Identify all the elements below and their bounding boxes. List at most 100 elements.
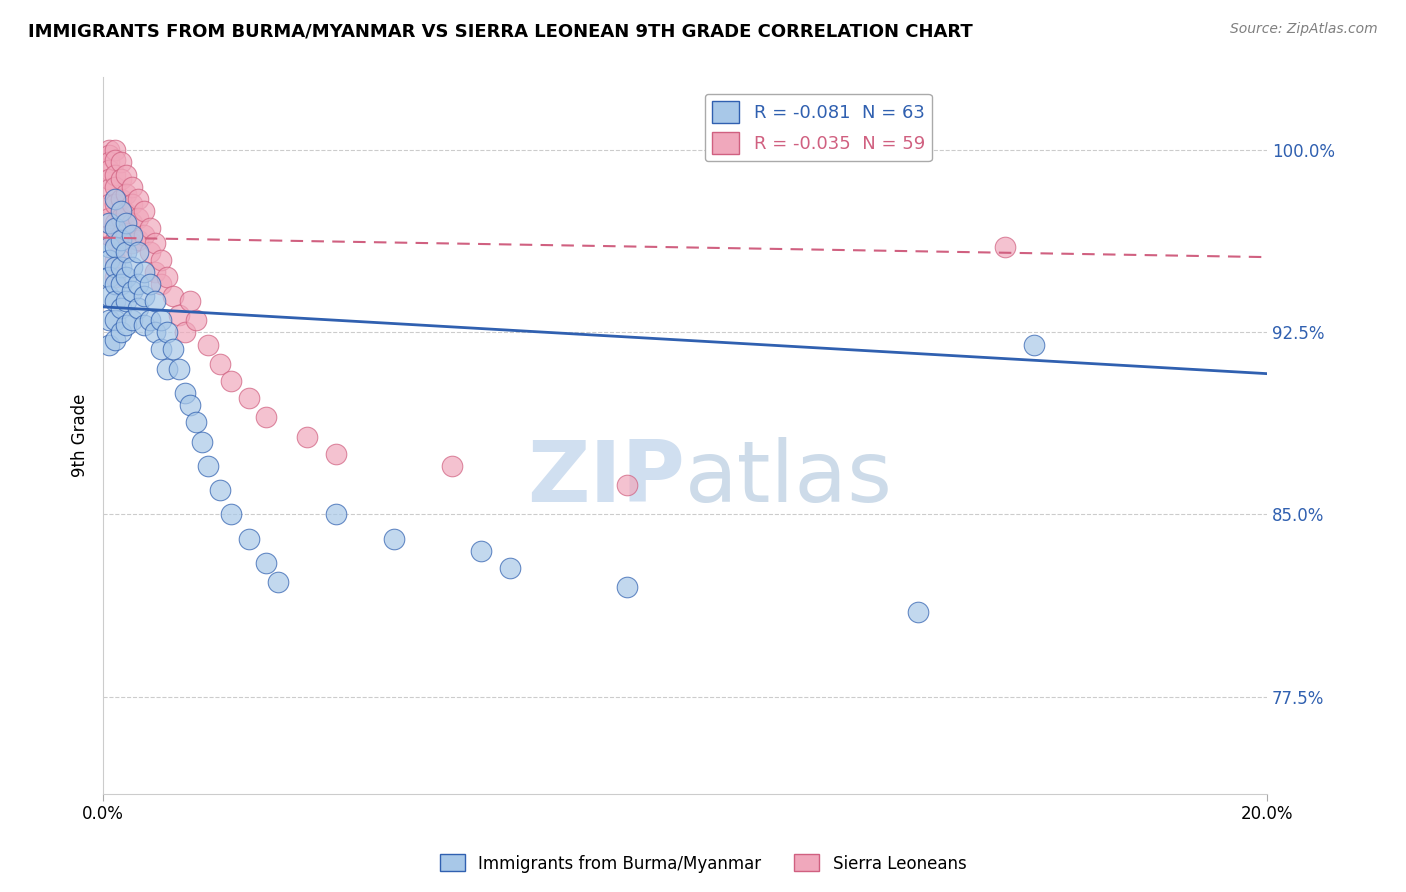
Point — [97, 172, 120, 186]
Point — [145, 235, 167, 250]
Point — [156, 269, 179, 284]
Point — [127, 192, 149, 206]
Point — [97, 337, 120, 351]
Point — [97, 162, 120, 177]
Point — [441, 458, 464, 473]
Point — [179, 398, 201, 412]
Point — [115, 186, 138, 201]
Point — [97, 155, 120, 169]
Point — [162, 343, 184, 357]
Point — [97, 196, 120, 211]
Point — [121, 179, 143, 194]
Point — [150, 343, 173, 357]
Point — [150, 277, 173, 291]
Legend: Immigrants from Burma/Myanmar, Sierra Leoneans: Immigrants from Burma/Myanmar, Sierra Le… — [433, 847, 973, 880]
Point — [219, 508, 242, 522]
Point — [197, 458, 219, 473]
Point — [325, 447, 347, 461]
Point — [186, 415, 208, 429]
Point — [104, 277, 127, 291]
Point — [121, 313, 143, 327]
Point — [110, 260, 132, 274]
Point — [121, 228, 143, 243]
Point — [115, 293, 138, 308]
Point — [110, 228, 132, 243]
Point — [110, 277, 132, 291]
Point — [110, 245, 132, 260]
Point — [132, 318, 155, 332]
Point — [173, 326, 195, 340]
Point — [138, 245, 160, 260]
Point — [208, 483, 231, 498]
Point — [470, 544, 492, 558]
Y-axis label: 9th Grade: 9th Grade — [72, 394, 89, 477]
Point — [115, 168, 138, 182]
Point — [907, 605, 929, 619]
Point — [238, 532, 260, 546]
Point — [254, 556, 277, 570]
Point — [104, 333, 127, 347]
Point — [110, 172, 132, 186]
Point — [104, 192, 127, 206]
Point — [97, 148, 120, 162]
Point — [162, 289, 184, 303]
Point — [104, 293, 127, 308]
Point — [110, 155, 132, 169]
Point — [132, 265, 155, 279]
Point — [150, 252, 173, 267]
Point — [499, 561, 522, 575]
Point — [97, 269, 120, 284]
Point — [115, 269, 138, 284]
Point — [97, 228, 120, 243]
Point — [325, 508, 347, 522]
Point — [110, 233, 132, 247]
Point — [156, 326, 179, 340]
Point — [115, 206, 138, 220]
Point — [110, 211, 132, 226]
Point — [167, 361, 190, 376]
Point — [173, 386, 195, 401]
Point — [97, 252, 120, 267]
Point — [121, 235, 143, 250]
Point — [97, 240, 120, 254]
Point — [167, 309, 190, 323]
Point — [121, 216, 143, 230]
Point — [1024, 337, 1046, 351]
Text: atlas: atlas — [685, 437, 893, 520]
Point — [110, 204, 132, 219]
Point — [104, 216, 127, 230]
Legend: R = -0.081  N = 63, R = -0.035  N = 59: R = -0.081 N = 63, R = -0.035 N = 59 — [704, 94, 932, 161]
Point — [197, 337, 219, 351]
Point — [110, 301, 132, 315]
Text: Source: ZipAtlas.com: Source: ZipAtlas.com — [1230, 22, 1378, 37]
Point — [156, 361, 179, 376]
Point — [132, 289, 155, 303]
Point — [382, 532, 405, 546]
Text: IMMIGRANTS FROM BURMA/MYANMAR VS SIERRA LEONEAN 9TH GRADE CORRELATION CHART: IMMIGRANTS FROM BURMA/MYANMAR VS SIERRA … — [28, 22, 973, 40]
Point — [104, 153, 127, 167]
Point — [994, 240, 1017, 254]
Point — [97, 313, 120, 327]
Text: ZIP: ZIP — [527, 437, 685, 520]
Point — [254, 410, 277, 425]
Point — [97, 211, 120, 226]
Point — [115, 226, 138, 240]
Point — [132, 204, 155, 219]
Point — [115, 216, 138, 230]
Point — [238, 391, 260, 405]
Point — [145, 326, 167, 340]
Point — [191, 434, 214, 449]
Point — [104, 269, 127, 284]
Point — [110, 192, 132, 206]
Point — [616, 478, 638, 492]
Point — [104, 143, 127, 157]
Point — [179, 293, 201, 308]
Point — [104, 252, 127, 267]
Point — [97, 182, 120, 196]
Point — [127, 277, 149, 291]
Point — [104, 168, 127, 182]
Point — [616, 580, 638, 594]
Point — [219, 374, 242, 388]
Point — [104, 260, 127, 274]
Point — [186, 313, 208, 327]
